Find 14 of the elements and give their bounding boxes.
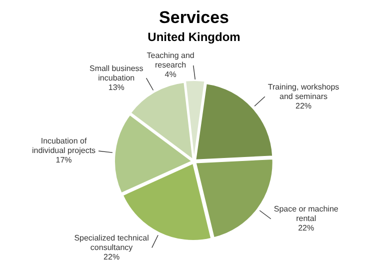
data-label: 22% bbox=[104, 252, 120, 262]
data-label: 22% bbox=[298, 224, 314, 233]
slice-label: Small business incubation bbox=[89, 64, 144, 82]
slice-label: Teaching and research bbox=[146, 51, 194, 70]
data-label: 4% bbox=[164, 70, 176, 80]
chart-subtitle: United Kingdom bbox=[148, 30, 240, 44]
slice-label: Space or machine rental bbox=[274, 204, 339, 224]
data-label: 13% bbox=[108, 82, 124, 92]
slice-label: Incubation of individual projects bbox=[32, 136, 96, 156]
slice-label: Specialized technical consultancy bbox=[74, 233, 150, 252]
slice-label: Training, workshops and seminars bbox=[268, 82, 340, 101]
data-label: 22% bbox=[296, 101, 312, 110]
chart-title: Services bbox=[159, 8, 229, 27]
data-label: 17% bbox=[56, 156, 72, 165]
